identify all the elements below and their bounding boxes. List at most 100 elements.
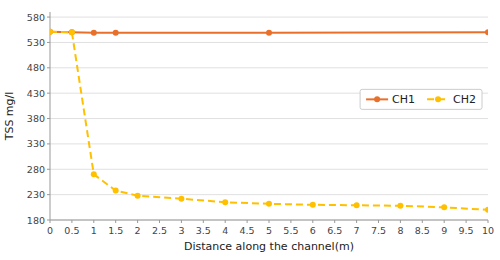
x-tick	[225, 220, 226, 223]
point	[178, 196, 184, 202]
x-tick	[203, 220, 204, 223]
legend-label: CH2	[453, 93, 476, 106]
legend-item: CH1	[366, 93, 415, 106]
legend-marker	[435, 96, 441, 102]
y-tick	[47, 67, 50, 68]
point	[113, 30, 119, 36]
y-tick-label: 230	[27, 189, 45, 200]
x-tick-label: 10	[482, 225, 494, 236]
point	[310, 202, 316, 208]
x-tick-label: 7	[354, 225, 360, 236]
point	[135, 193, 141, 199]
y-tick-label: 480	[27, 62, 45, 73]
point	[485, 207, 488, 213]
y-tick	[47, 169, 50, 170]
y-tick	[47, 42, 50, 43]
x-tick	[444, 220, 445, 223]
point	[485, 29, 488, 35]
chart: 180 230 280 330 380 430 480 530 580 0 0.5 1 1.5 2 2.5 3…	[0, 0, 500, 260]
y-axis-label: TSS mg/l	[3, 92, 16, 142]
x-tick-label: 1	[91, 225, 97, 236]
x-tick-label: 6	[310, 225, 316, 236]
x-tick-label: 2	[135, 225, 141, 236]
legend-label: CH1	[392, 93, 415, 106]
x-tick	[269, 220, 270, 223]
series-line	[50, 32, 488, 210]
point	[50, 29, 53, 35]
x-tick-label: 4	[222, 225, 228, 236]
x-tick-label: 8.5	[415, 225, 430, 236]
y-tick-label: 180	[27, 215, 45, 226]
x-axis-label: Distance along the channel(m)	[184, 240, 354, 253]
x-tick	[334, 220, 335, 223]
x-tick	[356, 220, 357, 223]
x-tick	[422, 220, 423, 223]
point	[397, 203, 403, 209]
x-tick-label: 7.5	[371, 225, 386, 236]
legend: CH1 CH2	[360, 89, 482, 109]
y-tick	[47, 194, 50, 195]
x-tick	[488, 220, 489, 223]
y-tick	[47, 143, 50, 144]
x-tick-label: 9.5	[459, 225, 474, 236]
x-tick	[159, 220, 160, 223]
x-tick-label: 3.5	[196, 225, 211, 236]
grid-line	[50, 67, 488, 68]
x-tick-label: 8	[397, 225, 403, 236]
point	[266, 30, 272, 36]
x-tick	[50, 220, 51, 223]
x-tick-label: 6.5	[327, 225, 342, 236]
y-tick	[47, 93, 50, 94]
x-tick	[93, 220, 94, 223]
x-tick-label: 4.5	[240, 225, 255, 236]
plot-area	[50, 29, 488, 213]
point	[113, 188, 119, 194]
y-tick-label: 330	[27, 138, 45, 149]
x-tick-label: 0	[47, 225, 53, 236]
x-tick	[400, 220, 401, 223]
x-tick-label: 5.5	[283, 225, 298, 236]
grid-line	[50, 143, 488, 144]
grid-line	[50, 169, 488, 170]
ticks: 180 230 280 330 380 430 480 530 580 0 0.5 1 1.5 2 2.5 3…	[27, 12, 494, 236]
x-tick	[181, 220, 182, 223]
y-tick	[47, 118, 50, 119]
point	[441, 204, 447, 210]
x-tick-label: 9	[441, 225, 447, 236]
x-tick	[247, 220, 248, 223]
x-tick	[71, 220, 72, 223]
y-tick-label: 430	[27, 88, 45, 99]
y-tick-label: 380	[27, 113, 45, 124]
grid-line	[50, 17, 488, 18]
point	[69, 29, 75, 35]
grid	[50, 17, 488, 220]
point	[50, 29, 53, 35]
grid-line	[50, 42, 488, 43]
x-tick	[378, 220, 379, 223]
y-tick-label: 280	[27, 164, 45, 175]
point	[266, 201, 272, 207]
point	[354, 202, 360, 208]
x-tick-label: 3	[178, 225, 184, 236]
grid-line	[50, 194, 488, 195]
y-tick-label: 580	[27, 12, 45, 23]
point	[69, 29, 75, 35]
x-tick-label: 5	[266, 225, 272, 236]
x-tick	[312, 220, 313, 223]
y-axis-line	[50, 12, 51, 220]
point	[222, 199, 228, 205]
x-tick-label: 0.5	[64, 225, 79, 236]
x-tick	[137, 220, 138, 223]
y-tick-label: 530	[27, 37, 45, 48]
x-tick	[466, 220, 467, 223]
legend-box	[360, 89, 482, 109]
grid-line	[50, 118, 488, 119]
legend-marker	[374, 96, 380, 102]
legend-item: CH2	[427, 93, 476, 106]
x-tick-label: 2.5	[152, 225, 167, 236]
x-tick	[290, 220, 291, 223]
point	[91, 171, 97, 177]
y-tick	[47, 17, 50, 18]
point	[91, 30, 97, 36]
x-tick-label: 1.5	[108, 225, 123, 236]
